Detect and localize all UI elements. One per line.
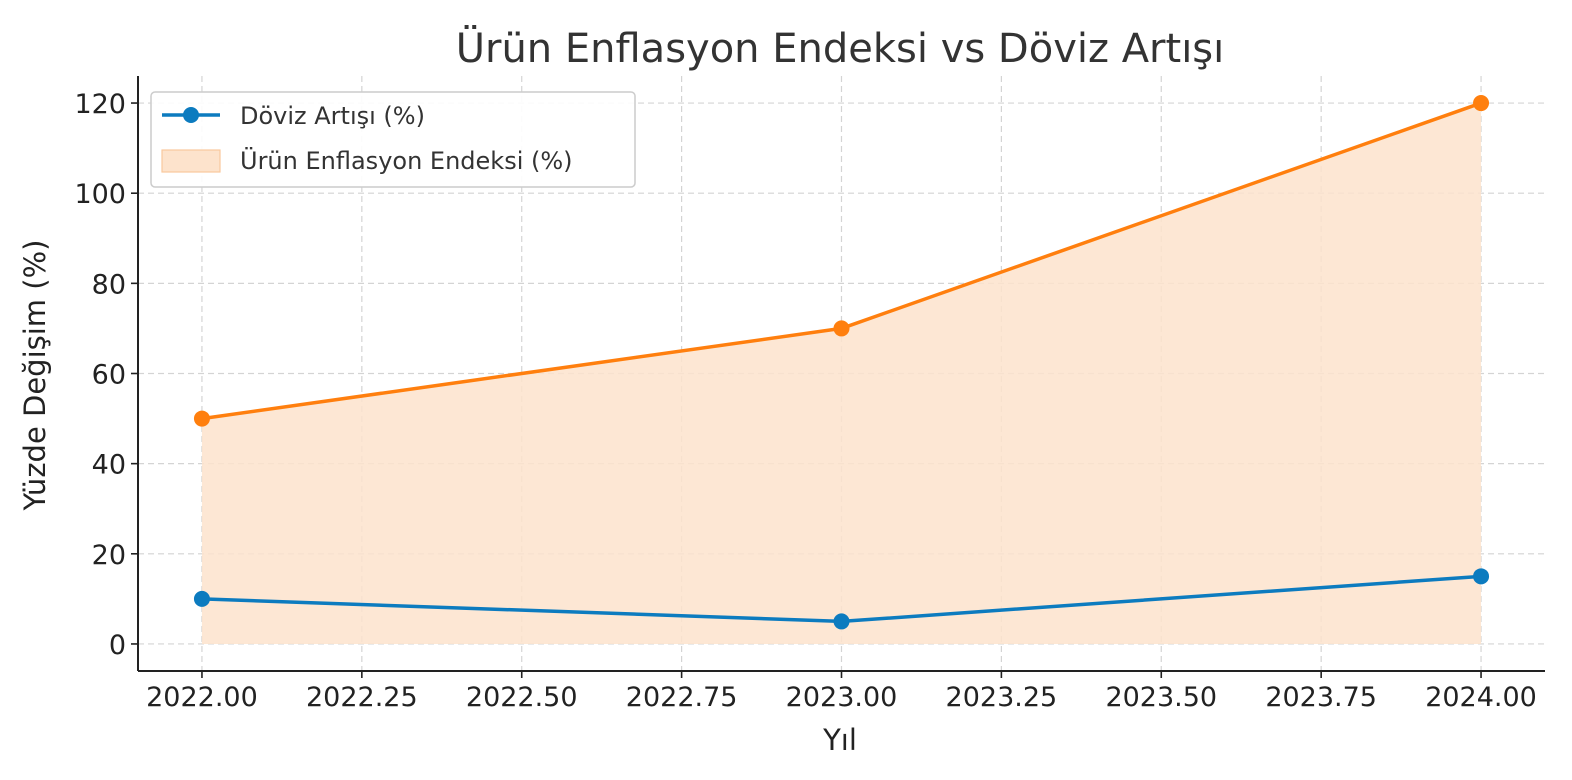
y-axis-label: Yüzde Değişim (%) [18,240,52,512]
y-tick-label: 20 [92,540,126,571]
point-inflation [1473,95,1490,112]
x-tick-label: 2023.75 [1265,682,1377,713]
legend-label-inflation: Ürün Enflasyon Endeksi (%) [240,146,573,175]
point-currency [833,613,850,630]
y-tick-label: 80 [92,269,126,300]
y-tick-label: 120 [74,89,126,120]
chart-title: Ürün Enflasyon Endeksi vs Döviz Artışı [456,24,1225,72]
legend-label-currency: Döviz Artışı (%) [240,102,425,130]
legend-marker-currency [183,107,199,123]
x-tick-label: 2024.00 [1425,682,1537,713]
x-tick-label: 2022.00 [146,682,258,713]
x-tick-label: 2022.50 [466,682,578,713]
area-layer [201,103,1482,644]
x-tick-label: 2022.25 [306,682,418,713]
point-inflation [833,320,850,337]
y-tick-label: 0 [109,630,126,661]
point-inflation [193,410,210,427]
tick-labels: 2022.00 2022.25 2022.50 2022.75 2023.00 2023.… [74,89,1536,713]
legend: Döviz Artışı (%) Ürün Enflasyon Endeksi (… [150,91,636,188]
y-tick-label: 60 [92,360,126,391]
x-axis-label: Yıl [822,723,857,757]
legend-swatch-inflation [161,149,221,173]
y-tick-label: 100 [74,179,126,210]
point-currency [193,590,210,607]
axes [131,76,1545,678]
line-layer [193,95,1490,630]
area-fill-inflation [201,103,1482,644]
x-tick-label: 2023.25 [946,682,1058,713]
x-tick-label: 2023.50 [1105,682,1217,713]
x-tick-label: 2022.75 [626,682,738,713]
point-currency [1473,568,1490,585]
y-tick-label: 40 [92,450,126,481]
legend-frame [150,91,636,188]
x-tick-label: 2023.00 [786,682,898,713]
